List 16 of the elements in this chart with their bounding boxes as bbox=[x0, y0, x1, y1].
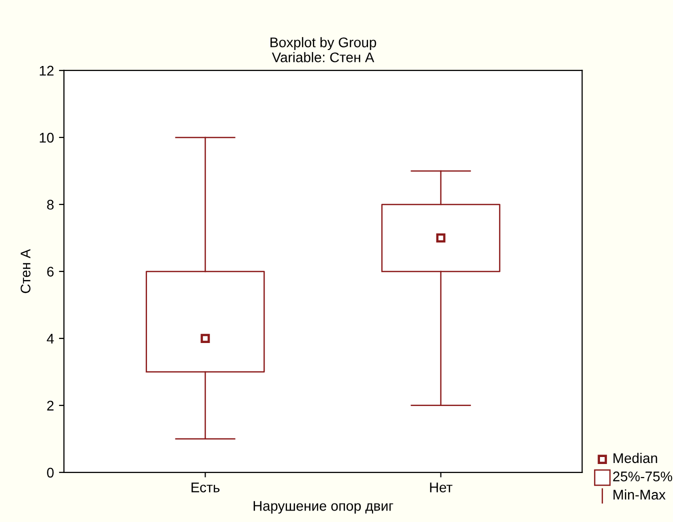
y-tick-label: 6 bbox=[47, 266, 54, 277]
y-tick-label: 10 bbox=[40, 132, 54, 143]
text: 25%-75% bbox=[613, 472, 672, 482]
x-axis-title: Нарушение опор двиг bbox=[254, 501, 394, 514]
x-tick-label: Нет bbox=[430, 482, 452, 492]
y-tick-label: 8 bbox=[47, 200, 54, 210]
text: Median bbox=[614, 452, 658, 464]
text: Min-Max bbox=[614, 489, 666, 500]
chart-title: Boxplot by Group bbox=[270, 37, 376, 50]
y-tick-label: 4 bbox=[46, 334, 54, 344]
y-tick-label: 12 bbox=[40, 66, 54, 76]
x-tick-label: Есть bbox=[192, 482, 220, 492]
chart-subtitle: Variable: Стен А bbox=[272, 52, 374, 62]
y-tick-label: 0 bbox=[47, 468, 54, 478]
y-axis-title: Стен А bbox=[20, 249, 30, 294]
y-tick-label: 2 bbox=[47, 400, 54, 410]
